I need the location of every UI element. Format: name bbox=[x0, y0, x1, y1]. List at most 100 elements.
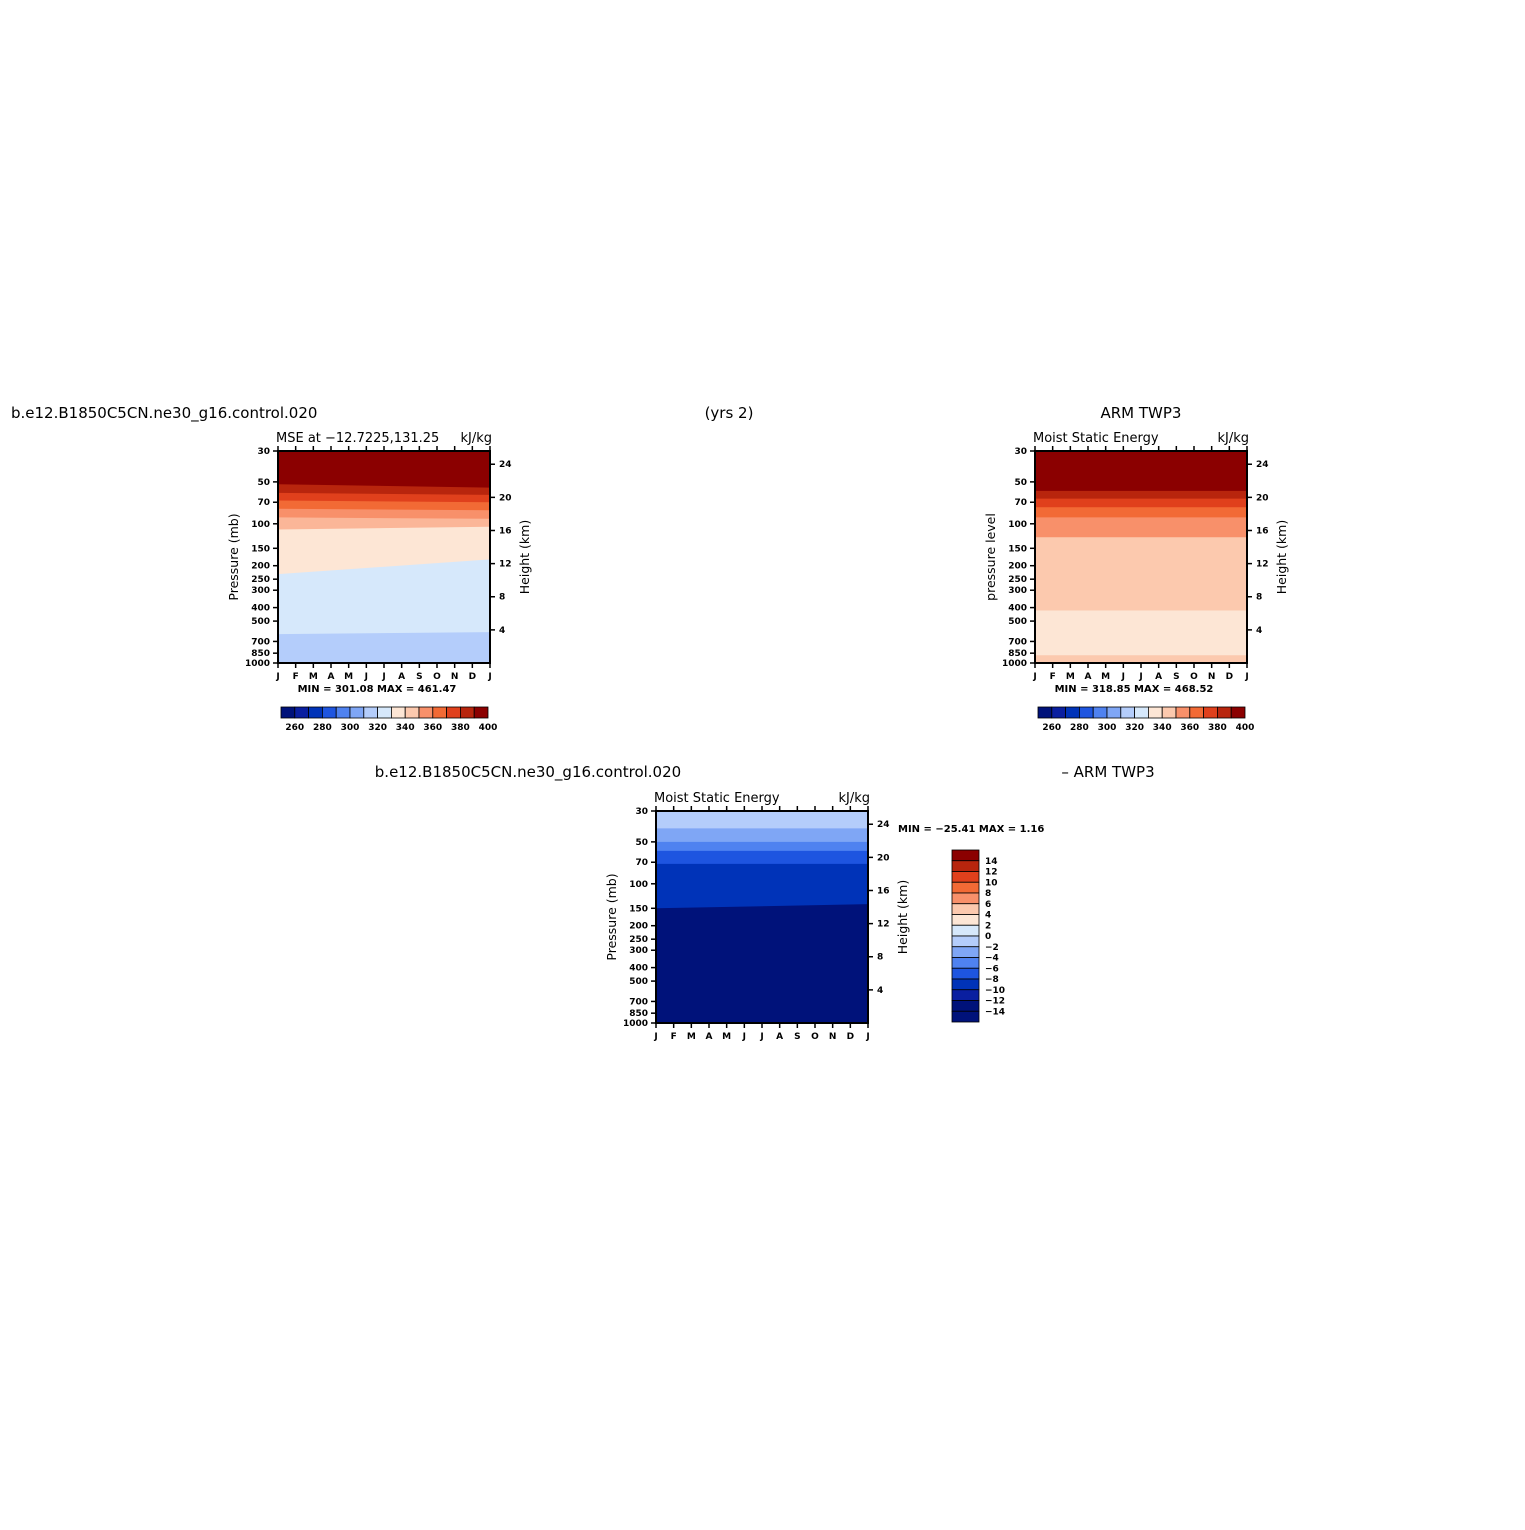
colorbar-label: −2 bbox=[985, 943, 999, 953]
x-tick-label: J bbox=[381, 672, 385, 682]
colorbar-swatch bbox=[377, 706, 392, 719]
x-tick-label: M bbox=[1101, 672, 1110, 682]
colorbar-label: 340 bbox=[396, 723, 415, 733]
colorbar-swatch bbox=[951, 1010, 980, 1023]
y-tick-label: 200 bbox=[629, 922, 648, 932]
colorbar-label: 6 bbox=[985, 900, 991, 910]
colorbar-swatch bbox=[951, 881, 980, 894]
colorbar-label: 280 bbox=[1070, 723, 1089, 733]
y-tick-label: 1000 bbox=[623, 1019, 648, 1029]
y-tick-label: 150 bbox=[251, 544, 270, 554]
colorbar-swatch bbox=[1203, 706, 1218, 719]
colorbar-label: −10 bbox=[985, 986, 1005, 996]
y-tick-label: 50 bbox=[635, 838, 648, 848]
y-right-tick-label: 16 bbox=[877, 886, 890, 896]
colorbar-label: −6 bbox=[985, 964, 999, 974]
colorbar-swatch bbox=[1092, 706, 1108, 719]
colorbar-swatch bbox=[951, 924, 980, 937]
contour-band-5 bbox=[656, 904, 868, 1023]
x-tick-label: A bbox=[1085, 672, 1092, 682]
plot-title: Moist Static Energy bbox=[1033, 431, 1159, 446]
min-max-stats: MIN = 318.85 MAX = 468.52 bbox=[1055, 684, 1214, 695]
x-tick-label: A bbox=[706, 1032, 713, 1042]
y-tick-label: 300 bbox=[629, 946, 648, 956]
colorbar: 260 280 300 320 340 360 380 400 bbox=[1037, 706, 1254, 733]
colorbar-label: 400 bbox=[479, 723, 498, 733]
y-right-tick-label: 24 bbox=[877, 820, 890, 830]
colorbar-swatch bbox=[1120, 706, 1136, 719]
y-right-tick-label: 24 bbox=[1256, 460, 1269, 470]
x-tick-label: A bbox=[328, 672, 335, 682]
y-right-tick-label: 8 bbox=[877, 953, 883, 963]
y-tick-label: 100 bbox=[629, 880, 648, 890]
y-tick-label: 400 bbox=[251, 604, 270, 614]
colorbar-label: 10 bbox=[985, 878, 998, 888]
colorbar-label: 260 bbox=[1042, 723, 1061, 733]
x-tick-label: J bbox=[653, 1032, 657, 1042]
x-tick-label: S bbox=[416, 672, 422, 682]
colorbar-swatch bbox=[280, 706, 296, 719]
x-tick-label: J bbox=[759, 1032, 763, 1042]
colorbar-label: 14 bbox=[985, 857, 998, 867]
x-tick-label: A bbox=[1155, 672, 1162, 682]
x-tick-label: D bbox=[847, 1032, 854, 1042]
colorbar-label: 360 bbox=[423, 723, 442, 733]
y-right-tick-label: 16 bbox=[499, 526, 512, 536]
colorbar-swatch bbox=[951, 914, 980, 926]
colorbar-label: −14 bbox=[985, 1007, 1005, 1017]
panel-obs-mse: Moist Static Energy kJ/kgJ F M A M J J A S O N D J305… bbox=[983, 431, 1289, 733]
x-tick-label: M bbox=[344, 672, 353, 682]
x-tick-label: O bbox=[1190, 672, 1198, 682]
x-tick-label: S bbox=[794, 1032, 800, 1042]
y-axis-label: Pressure (mb) bbox=[604, 873, 619, 960]
y-tick-label: 200 bbox=[251, 562, 270, 572]
y-tick-label: 1000 bbox=[1002, 659, 1027, 669]
colorbar-swatch bbox=[951, 1000, 980, 1012]
colorbar-label: −4 bbox=[985, 954, 999, 964]
plot-units: kJ/kg bbox=[1217, 431, 1249, 446]
x-tick-label: F bbox=[671, 1032, 677, 1042]
panel-model-mse: MSE at −12.7225,131.25 kJ/kgJ F M A M J J A S O N D J… bbox=[226, 431, 532, 733]
colorbar-label: 340 bbox=[1153, 723, 1172, 733]
colorbar-label: −12 bbox=[985, 997, 1005, 1007]
contour-fills bbox=[656, 811, 868, 1023]
colorbar-swatch bbox=[1189, 706, 1205, 719]
colorbar-label: 12 bbox=[985, 868, 998, 878]
x-tick-label: M bbox=[687, 1032, 696, 1042]
y-tick-label: 50 bbox=[257, 478, 270, 488]
y-right-tick-label: 24 bbox=[499, 460, 512, 470]
x-tick-label: F bbox=[293, 672, 299, 682]
plot-title: MSE at −12.7225,131.25 bbox=[276, 431, 439, 446]
y-tick-label: 70 bbox=[1014, 498, 1027, 508]
colorbar-swatch bbox=[951, 860, 980, 872]
colorbar-label: 300 bbox=[1098, 723, 1117, 733]
y-right-tick-label: 8 bbox=[499, 593, 505, 603]
colorbar-label: 360 bbox=[1180, 723, 1199, 733]
colorbar-label: 4 bbox=[985, 911, 991, 921]
min-max-stats: MIN = −25.41 MAX = 1.16 bbox=[898, 824, 1044, 835]
y-tick-label: 500 bbox=[251, 617, 270, 627]
colorbar-swatch bbox=[951, 957, 980, 969]
y-tick-label: 500 bbox=[629, 977, 648, 987]
x-tick-label: M bbox=[1066, 672, 1075, 682]
y-tick-label: 400 bbox=[1008, 604, 1027, 614]
colorbar-label: 320 bbox=[1125, 723, 1144, 733]
y-tick-label: 30 bbox=[1014, 447, 1027, 457]
colorbar-swatch bbox=[321, 706, 337, 719]
y-right-tick-label: 20 bbox=[877, 853, 890, 863]
x-tick-label: J bbox=[275, 672, 279, 682]
colorbar-swatch bbox=[951, 892, 980, 905]
y-right-tick-label: 16 bbox=[1256, 526, 1269, 536]
colorbar-swatch bbox=[335, 706, 351, 719]
colorbar-swatch bbox=[294, 706, 309, 719]
colorbar: 260 280 300 320 340 360 380 400 bbox=[280, 706, 498, 733]
colorbar-swatch bbox=[1037, 706, 1053, 719]
contour-band-6 bbox=[1035, 610, 1247, 663]
plot-units: kJ/kg bbox=[460, 431, 492, 446]
y-tick-label: 100 bbox=[251, 520, 270, 530]
y-tick-label: 100 bbox=[1008, 520, 1027, 530]
contour-band-7 bbox=[1035, 655, 1247, 663]
y-right-tick-label: 8 bbox=[1256, 593, 1262, 603]
heading-top-right: ARM TWP3 bbox=[1101, 404, 1182, 422]
